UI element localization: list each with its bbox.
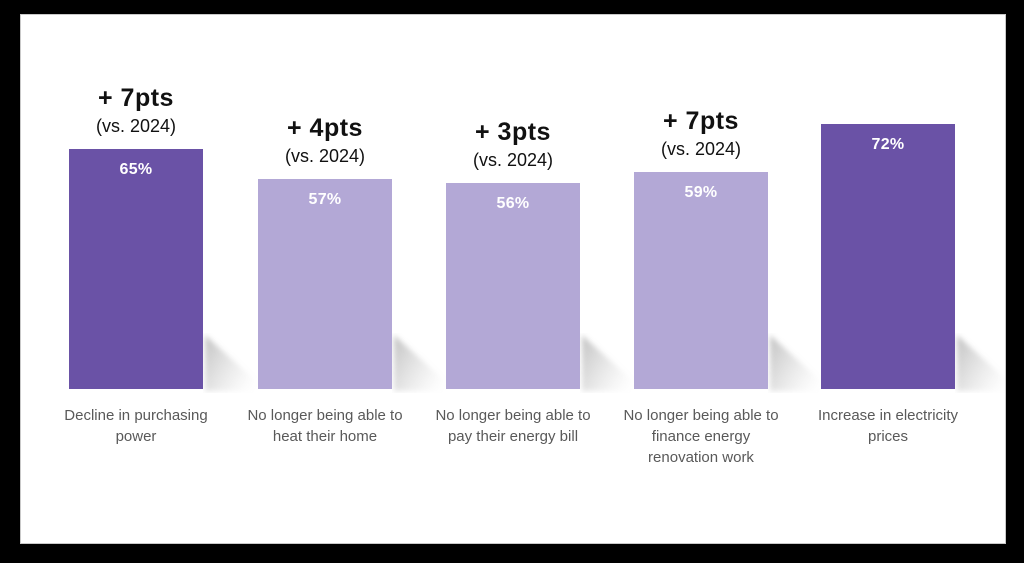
bar: 57%: [258, 179, 392, 389]
bar-shadow: [957, 335, 1005, 391]
delta-annotation: + 7pts (vs. 2024): [96, 84, 176, 137]
bar-value: 72%: [871, 136, 905, 153]
delta-annotation: + 7pts (vs. 2024): [661, 107, 741, 160]
bar-value: 59%: [684, 184, 718, 201]
category-label: Increase in electricity prices: [817, 407, 959, 445]
vs-label: (vs. 2024): [284, 146, 366, 166]
bar-group-energy-bill: + 3pts (vs. 2024) 56%: [446, 118, 580, 389]
bar-value: 57%: [308, 191, 342, 208]
bar-shadow: [582, 335, 644, 391]
delta-label: + 7pts: [98, 84, 174, 112]
category-label: No longer being able to heat their home: [247, 407, 403, 445]
bar-shadow: [770, 335, 832, 391]
bar-group-renovation-work: + 7pts (vs. 2024) 59%: [634, 107, 768, 389]
slide-canvas: + 7pts (vs. 2024) 65% + 4pts (vs. 2024) …: [20, 14, 1006, 544]
bar-shadow: [205, 335, 267, 391]
bar: 65%: [69, 149, 203, 389]
bar: 72%: [821, 124, 955, 389]
delta-label: + 4pts: [287, 114, 363, 142]
bar-group-electricity-prices: 72%: [821, 124, 955, 389]
category-label: No longer being able to finance energy r…: [623, 407, 779, 466]
bar: 56%: [446, 183, 580, 389]
bar-group-heat-home: + 4pts (vs. 2024) 57%: [258, 114, 392, 389]
category-label: Decline in purchasing power: [64, 407, 208, 445]
vs-label: (vs. 2024): [472, 150, 554, 170]
bar-value: 56%: [496, 195, 530, 212]
bar-group-purchasing-power: + 7pts (vs. 2024) 65%: [69, 84, 203, 389]
category-label: No longer being able to pay their energy…: [435, 407, 591, 445]
bar-value: 65%: [119, 161, 153, 178]
bar: 59%: [634, 172, 768, 389]
delta-annotation: + 4pts (vs. 2024): [285, 114, 365, 167]
delta-label: + 3pts: [475, 118, 551, 146]
vs-label: (vs. 2024): [95, 116, 177, 136]
delta-annotation: + 3pts (vs. 2024): [473, 118, 553, 171]
bar-shadow: [394, 335, 456, 391]
vs-label: (vs. 2024): [660, 139, 742, 159]
delta-label: + 7pts: [663, 107, 739, 135]
